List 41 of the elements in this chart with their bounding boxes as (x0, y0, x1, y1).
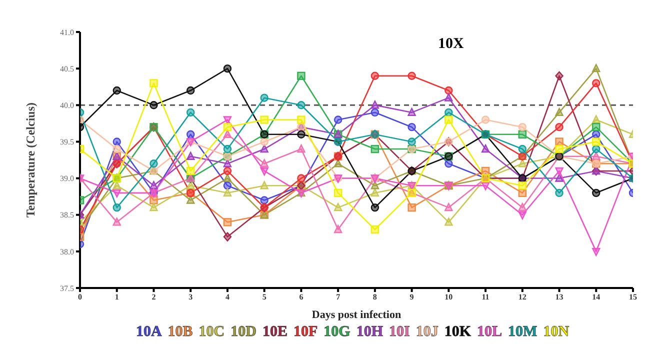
x-tick-label: 0 (78, 292, 82, 302)
x-tick-label: 13 (555, 292, 564, 302)
text: 10L (477, 324, 502, 340)
text: 10K (444, 324, 472, 340)
y-tick-label: 37.5 (60, 284, 74, 293)
y-axis-title: Temperature (Celcius) (23, 102, 38, 218)
x-tick-label: 11 (482, 292, 490, 302)
y-tick-label: 40.0 (60, 100, 74, 110)
x-tick-label: 5 (262, 292, 266, 302)
y-tick-label: 38.0 (60, 247, 74, 256)
text: 10C (198, 324, 225, 340)
x-tick-label: 1 (114, 292, 119, 302)
x-tick-label: 4 (225, 292, 230, 302)
text: 10M (508, 324, 538, 340)
text: 10I (389, 324, 410, 340)
x-tick-label: 14 (592, 292, 600, 302)
text: 10B (168, 324, 193, 340)
x-tick-label: 12 (518, 292, 526, 302)
x-axis-title: Days post infection (312, 309, 402, 321)
x-tick-label: 15 (629, 292, 637, 302)
x-tick-label: 6 (299, 292, 304, 302)
y-tick-label: 41.0 (60, 28, 74, 37)
y-tick-label: 39.5 (60, 138, 74, 147)
x-tick-label: 10 (444, 292, 453, 302)
x-tick-label: 2 (152, 292, 156, 302)
x-tick-label: 9 (410, 292, 414, 302)
y-tick-label: 38.5 (60, 210, 74, 220)
text: 10J (416, 324, 438, 340)
chart-title: 10X (438, 36, 464, 53)
x-tick-label: 8 (372, 292, 377, 302)
text: 10G (324, 324, 350, 340)
x-tick-label: 3 (188, 292, 193, 302)
text: 10N (543, 324, 570, 340)
y-tick-label: 40.5 (60, 64, 74, 74)
text: 10H (356, 324, 384, 340)
text: 10F (294, 324, 318, 340)
y-tick-label: 39.0 (60, 174, 74, 184)
x-tick-label: 7 (336, 292, 340, 302)
text: 10E (262, 324, 288, 340)
text: 10A (136, 324, 162, 340)
text: 10D (230, 324, 256, 340)
